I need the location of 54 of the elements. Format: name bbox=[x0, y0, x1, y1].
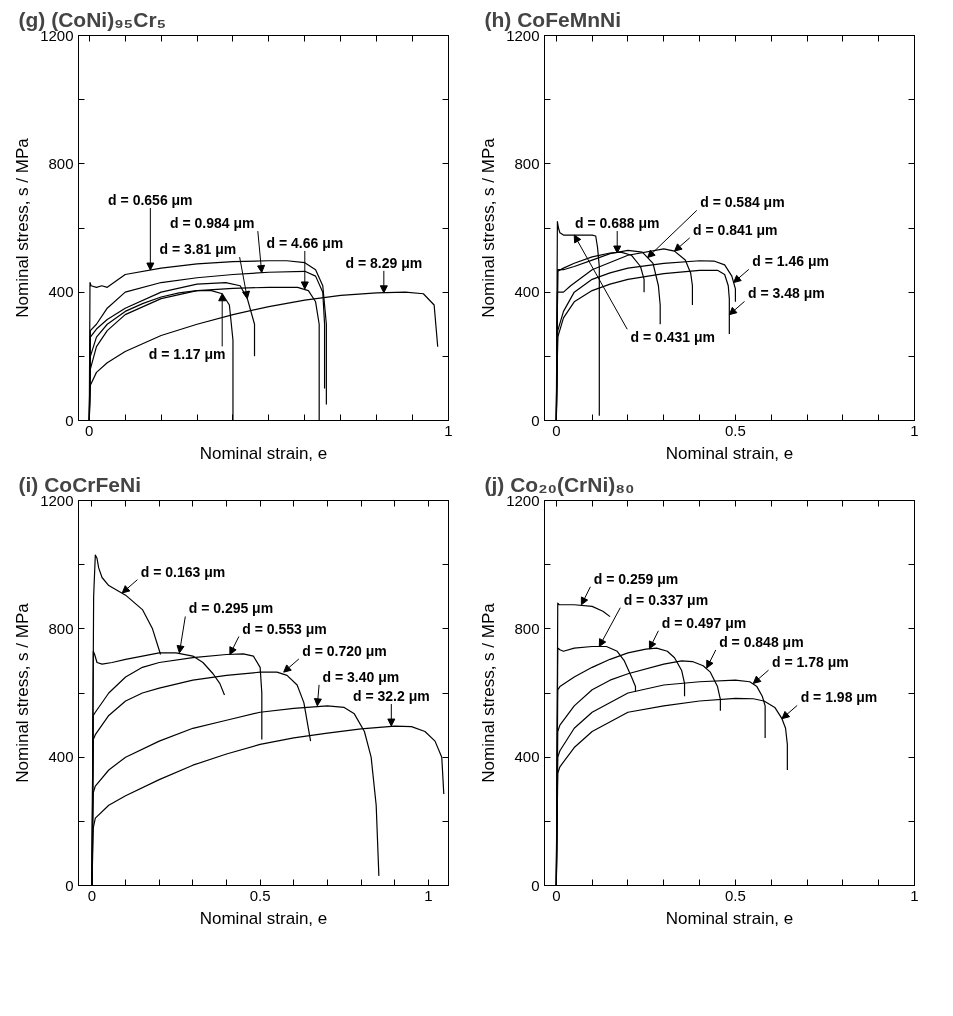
x-tick-label: 1 bbox=[444, 421, 453, 439]
annotation: d = 0.656 μm bbox=[108, 192, 193, 209]
x-tick-label: 0.5 bbox=[249, 886, 271, 904]
annotation: d = 1.17 μm bbox=[148, 346, 226, 363]
chart-title: (g) (CoNi)₉₅Cr₅ bbox=[18, 7, 167, 31]
annotation: d = 32.2 μm bbox=[352, 688, 430, 705]
x-tick-label: 1 bbox=[424, 886, 433, 904]
annotation: d = 3.81 μm bbox=[159, 241, 237, 258]
y-tick-label: 400 bbox=[48, 748, 74, 766]
annotation: d = 0.720 μm bbox=[302, 642, 387, 659]
annotation: d = 0.497 μm bbox=[661, 614, 747, 631]
y-tick-label: 800 bbox=[48, 619, 74, 637]
y-axis-title: Nominal stress, s / MPa bbox=[13, 602, 33, 783]
annotation: d = 8.29 μm bbox=[345, 254, 423, 271]
annotation: d = 1.46 μm bbox=[752, 253, 829, 270]
annotation: d = 4.66 μm bbox=[266, 234, 344, 251]
annotation: d = 0.259 μm bbox=[593, 570, 679, 587]
x-tick-label: 0 bbox=[552, 421, 561, 439]
annotation: d = 3.48 μm bbox=[748, 285, 825, 302]
y-tick-label: 800 bbox=[48, 154, 74, 172]
x-tick-label: 0 bbox=[87, 886, 97, 904]
x-axis-title: Nominal strain, e bbox=[199, 443, 328, 463]
x-tick-label: 0 bbox=[552, 886, 561, 904]
annotation: d = 3.40 μm bbox=[322, 668, 400, 685]
y-tick-label: 800 bbox=[514, 154, 540, 172]
y-tick-label: 400 bbox=[514, 283, 540, 301]
x-axis-title: Nominal strain, e bbox=[665, 443, 794, 463]
annotation: d = 0.337 μm bbox=[623, 591, 709, 608]
annotation: d = 0.295 μm bbox=[188, 600, 274, 617]
annotation: d = 0.848 μm bbox=[719, 633, 804, 650]
annotation: d = 0.841 μm bbox=[693, 221, 778, 238]
y-tick-label: 800 bbox=[514, 619, 540, 637]
y-axis-title: Nominal stress, s / MPa bbox=[13, 137, 33, 318]
annotation: d = 0.984 μm bbox=[169, 215, 255, 232]
x-axis-title: Nominal strain, e bbox=[665, 908, 794, 928]
annotation: d = 1.98 μm bbox=[800, 689, 878, 706]
y-tick-label: 400 bbox=[48, 283, 74, 301]
annotation: d = 0.431 μm bbox=[630, 329, 716, 346]
x-axis-title: Nominal strain, e bbox=[199, 908, 328, 928]
chart-title: (j) Co₂₀(CrNi)₈₀ bbox=[484, 472, 635, 496]
x-tick-label: 0.5 bbox=[724, 421, 746, 439]
y-axis-title: Nominal stress, s / MPa bbox=[479, 602, 499, 783]
x-tick-label: 0.5 bbox=[724, 886, 746, 904]
annotation: d = 1.78 μm bbox=[772, 654, 849, 671]
x-tick-label: 1 bbox=[910, 886, 919, 904]
x-tick-label: 1 bbox=[910, 421, 919, 439]
y-tick-label: 400 bbox=[514, 748, 540, 766]
annotation: d = 0.584 μm bbox=[700, 194, 785, 211]
y-axis-title: Nominal stress, s / MPa bbox=[479, 137, 499, 318]
annotation: d = 0.688 μm bbox=[574, 215, 660, 232]
chart-title: (h) CoFeMnNi bbox=[484, 7, 621, 31]
annotation: d = 0.163 μm bbox=[140, 563, 226, 580]
annotation: d = 0.553 μm bbox=[242, 620, 327, 637]
x-tick-label: 0 bbox=[85, 421, 94, 439]
